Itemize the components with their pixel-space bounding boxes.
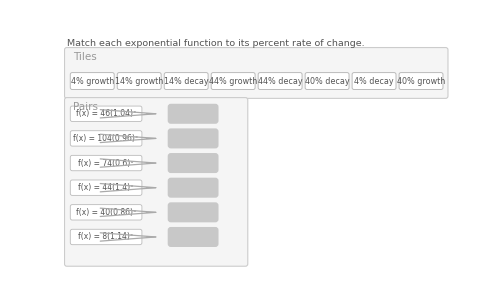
FancyBboxPatch shape [70, 155, 142, 171]
FancyBboxPatch shape [70, 73, 114, 89]
Text: Tiles: Tiles [73, 52, 96, 62]
Text: f(x) = 40(0.86)ˣ: f(x) = 40(0.86)ˣ [76, 208, 136, 217]
FancyBboxPatch shape [70, 205, 142, 220]
FancyBboxPatch shape [399, 73, 443, 89]
Text: 40% growth: 40% growth [397, 76, 445, 85]
FancyBboxPatch shape [70, 180, 142, 195]
Text: f(x) = 8(1.14)ˣ: f(x) = 8(1.14)ˣ [78, 232, 134, 242]
Text: 40% decay: 40% decay [305, 76, 350, 85]
FancyBboxPatch shape [168, 227, 218, 247]
Text: Pairs: Pairs [73, 102, 98, 112]
Text: 14% growth: 14% growth [115, 76, 164, 85]
FancyBboxPatch shape [258, 73, 302, 89]
Text: f(x) = 46(1.04)ˣ: f(x) = 46(1.04)ˣ [76, 109, 136, 118]
Text: f(x) = 74(0.6)ˣ: f(x) = 74(0.6)ˣ [78, 158, 134, 167]
FancyBboxPatch shape [70, 131, 142, 146]
FancyBboxPatch shape [164, 73, 208, 89]
Text: Match each exponential function to its percent rate of change.: Match each exponential function to its p… [67, 39, 364, 48]
FancyBboxPatch shape [168, 153, 218, 173]
FancyBboxPatch shape [70, 229, 142, 245]
FancyBboxPatch shape [168, 202, 218, 222]
FancyBboxPatch shape [168, 128, 218, 148]
FancyBboxPatch shape [168, 178, 218, 198]
Text: 44% decay: 44% decay [258, 76, 302, 85]
Text: f(x) = 104(0.96)ˣ: f(x) = 104(0.96)ˣ [74, 134, 138, 143]
FancyBboxPatch shape [352, 73, 396, 89]
FancyBboxPatch shape [211, 73, 255, 89]
FancyBboxPatch shape [70, 106, 142, 122]
Text: 4% decay: 4% decay [354, 76, 394, 85]
FancyBboxPatch shape [305, 73, 349, 89]
FancyBboxPatch shape [64, 47, 448, 98]
FancyBboxPatch shape [118, 73, 161, 89]
Text: 14% decay: 14% decay [164, 76, 208, 85]
Text: 4% growth: 4% growth [70, 76, 114, 85]
Text: f(x) = 44(1.4)ˣ: f(x) = 44(1.4)ˣ [78, 183, 134, 192]
Text: 44% growth: 44% growth [209, 76, 258, 85]
FancyBboxPatch shape [168, 104, 218, 124]
FancyBboxPatch shape [64, 98, 248, 266]
